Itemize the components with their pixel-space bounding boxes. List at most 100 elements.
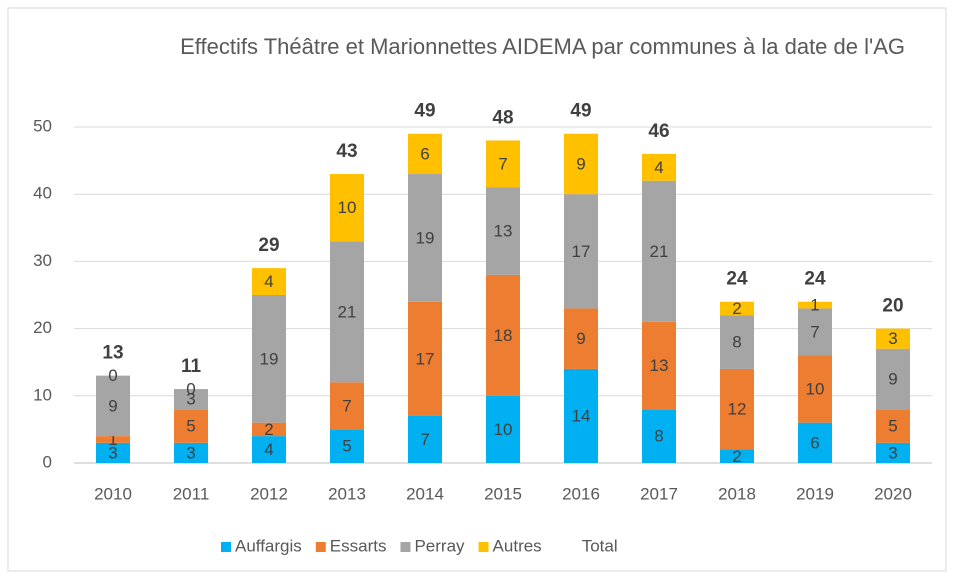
x-tick-label: 2010 bbox=[94, 484, 132, 503]
total-label: 46 bbox=[648, 121, 669, 142]
bar-segment bbox=[798, 301, 832, 309]
legend-swatch bbox=[400, 542, 411, 552]
bar-segment bbox=[876, 348, 910, 410]
bar-segment bbox=[876, 328, 910, 349]
bar-segment bbox=[408, 174, 442, 302]
x-tick-label: 2017 bbox=[640, 484, 678, 503]
bar-segment bbox=[330, 174, 364, 242]
data-label: 9 bbox=[888, 369, 897, 388]
data-label: 6 bbox=[810, 433, 819, 452]
data-label: 19 bbox=[260, 349, 279, 368]
data-label: 13 bbox=[494, 222, 513, 241]
data-label: 0 bbox=[186, 380, 195, 399]
bar-segment bbox=[720, 301, 754, 316]
data-label: 6 bbox=[420, 144, 429, 163]
bar-segment bbox=[486, 140, 520, 188]
data-label: 21 bbox=[338, 302, 357, 321]
x-tick-label: 2015 bbox=[484, 484, 522, 503]
total-label: 48 bbox=[492, 107, 513, 128]
total-label: 43 bbox=[336, 141, 357, 162]
bar-segment bbox=[330, 382, 364, 430]
y-tick-label: 40 bbox=[33, 184, 52, 203]
total-label: 13 bbox=[102, 343, 123, 364]
bar-segment bbox=[564, 133, 598, 195]
legend-label: Total bbox=[582, 536, 618, 555]
bar-segment bbox=[642, 321, 676, 410]
bar-segment bbox=[174, 409, 208, 443]
x-tick-label: 2011 bbox=[173, 484, 210, 503]
bar-segment bbox=[252, 436, 286, 463]
data-label: 2 bbox=[732, 447, 741, 466]
data-label: 5 bbox=[342, 437, 351, 456]
data-label: 17 bbox=[572, 242, 591, 261]
x-tick-label: 2020 bbox=[874, 484, 912, 503]
legend-swatch bbox=[478, 542, 489, 552]
x-tick-label: 2019 bbox=[796, 484, 834, 503]
data-label: 10 bbox=[494, 420, 513, 439]
bar-segment bbox=[720, 315, 754, 369]
bar-segment bbox=[96, 436, 130, 443]
bar-segment bbox=[642, 180, 676, 322]
data-label: 17 bbox=[416, 349, 435, 368]
chart-border bbox=[7, 7, 947, 572]
y-tick-label: 50 bbox=[33, 116, 52, 135]
data-label: 5 bbox=[186, 417, 195, 436]
bar-segment bbox=[720, 368, 754, 450]
bar-segment bbox=[486, 274, 520, 396]
data-label: 14 bbox=[572, 406, 591, 425]
y-tick-label: 10 bbox=[33, 385, 52, 404]
data-label: 9 bbox=[576, 154, 585, 173]
bar-segment bbox=[96, 375, 130, 437]
data-label: 7 bbox=[342, 396, 351, 415]
data-label: 4 bbox=[654, 158, 663, 177]
bar-segment bbox=[174, 442, 208, 463]
data-label: 10 bbox=[338, 198, 357, 217]
bar-segment bbox=[174, 389, 208, 410]
data-label: 8 bbox=[654, 427, 663, 446]
bar-segment bbox=[330, 241, 364, 383]
bar-segment bbox=[486, 187, 520, 275]
bar-segment bbox=[96, 442, 130, 463]
data-label: 13 bbox=[650, 356, 669, 375]
bar-segment bbox=[486, 395, 520, 463]
data-label: 3 bbox=[888, 329, 897, 348]
x-tick-label: 2014 bbox=[406, 484, 444, 503]
legend-swatch bbox=[221, 542, 231, 552]
data-label: 2 bbox=[732, 299, 741, 318]
x-tick-label: 2018 bbox=[718, 484, 756, 503]
x-tick-label: 2013 bbox=[328, 484, 366, 503]
data-label: 9 bbox=[108, 396, 117, 415]
data-label: 12 bbox=[728, 400, 747, 419]
total-label: 49 bbox=[414, 101, 435, 122]
data-label: 18 bbox=[494, 326, 513, 345]
total-label: 11 bbox=[181, 356, 202, 377]
chart-title: Effectifs Théâtre et Marionnettes AIDEMA… bbox=[180, 34, 905, 59]
data-label: 7 bbox=[810, 322, 819, 341]
bar-segment bbox=[408, 301, 442, 416]
data-label: 1 bbox=[108, 430, 117, 449]
bar-segment bbox=[876, 442, 910, 463]
total-label: 49 bbox=[570, 101, 591, 122]
total-label: 29 bbox=[258, 235, 279, 256]
data-label: 4 bbox=[264, 440, 273, 459]
data-label: 21 bbox=[650, 242, 669, 261]
y-tick-label: 30 bbox=[33, 251, 52, 270]
data-label: 3 bbox=[186, 390, 195, 409]
legend-label: Essarts bbox=[330, 536, 387, 555]
total-label: 24 bbox=[804, 269, 826, 290]
data-label: 10 bbox=[806, 380, 825, 399]
data-label: 0 bbox=[108, 366, 117, 385]
legend-label: Auffargis bbox=[235, 536, 302, 555]
x-tick-label: 2012 bbox=[250, 484, 288, 503]
y-tick-label: 0 bbox=[43, 452, 52, 471]
x-tick-label: 2016 bbox=[562, 484, 600, 503]
data-label: 7 bbox=[498, 154, 507, 173]
total-label: 24 bbox=[726, 269, 748, 290]
total-label: 20 bbox=[882, 296, 903, 317]
data-label: 5 bbox=[888, 417, 897, 436]
y-tick-label: 20 bbox=[33, 318, 52, 337]
legend-swatch bbox=[315, 542, 326, 552]
bar-segment bbox=[252, 422, 286, 437]
